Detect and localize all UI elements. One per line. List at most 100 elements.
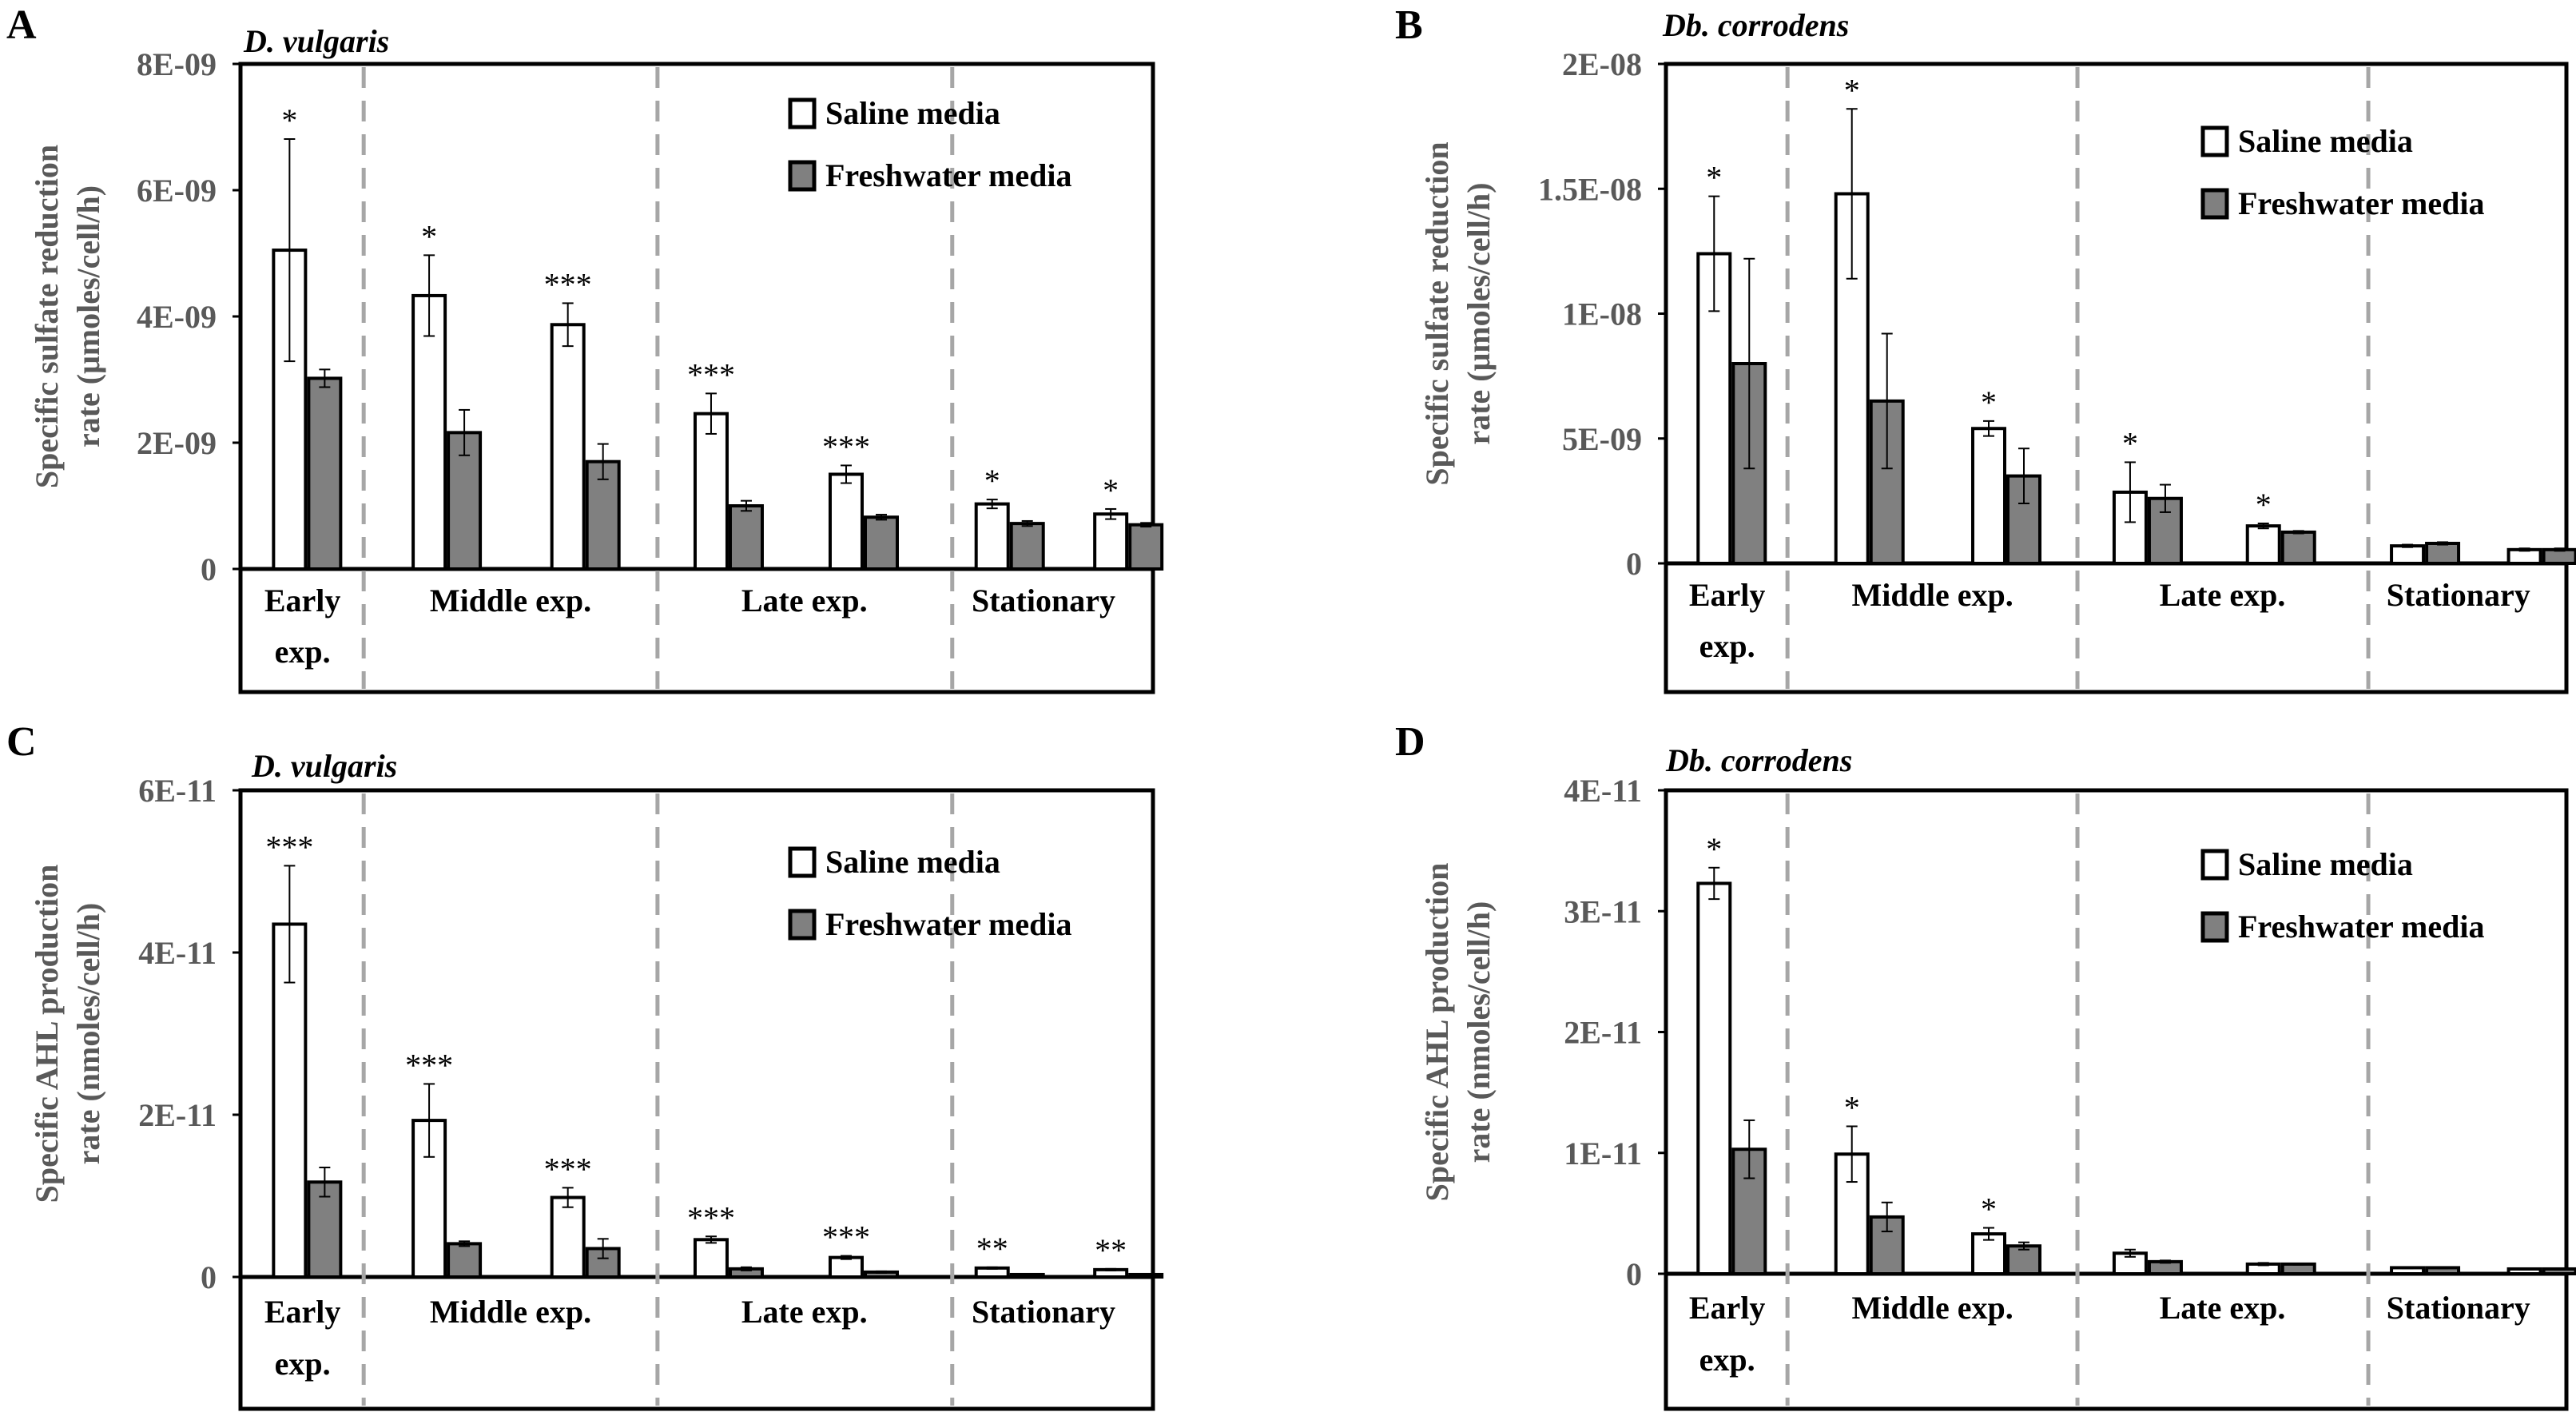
significance-marker: * — [1706, 160, 1722, 196]
significance-marker: *** — [544, 266, 592, 302]
legend-label-freshwater: Freshwater media — [825, 906, 1071, 942]
bar-freshwater — [447, 1242, 483, 1279]
chart-panel-c: C D. vulgaris Specific AHL production rate … — [6, 719, 1164, 1411]
y-tick-label: 1E-11 — [1564, 1136, 1642, 1171]
bar-saline — [1093, 512, 1129, 571]
y-tick-label: 8E-09 — [137, 46, 217, 82]
significance-marker: * — [984, 463, 1000, 499]
bar-freshwater — [2280, 1262, 2316, 1276]
bar-freshwater — [2542, 547, 2576, 565]
significance-marker: *** — [822, 428, 870, 464]
significance-marker: * — [1844, 1089, 1860, 1125]
x-category-label: exp. — [1699, 628, 1755, 664]
legend-swatch-saline — [2200, 849, 2229, 881]
bar-saline — [550, 1195, 586, 1279]
chart-panel-b: B Db. corrodens Specific sulfate reduction… — [1395, 2, 2576, 694]
chart-title: Db. corrodens — [1662, 7, 1849, 43]
y-tick-label: 1.5E-08 — [1538, 171, 1642, 207]
bar-saline — [2506, 547, 2542, 565]
x-category-label: Late exp. — [2160, 577, 2286, 613]
y-tick-label: 2E-09 — [137, 425, 217, 461]
bar-saline — [1971, 427, 2007, 565]
bar-freshwater — [728, 504, 764, 571]
significance-marker: * — [1981, 384, 1997, 420]
y-axis-label-line: rate (nmoles/cell/h) — [1461, 901, 1497, 1163]
x-category-label: Early — [1689, 577, 1766, 613]
y-tick-label: 2E-11 — [1564, 1015, 1642, 1051]
y-axis-label-line: rate (μmoles/cell/h) — [70, 185, 106, 447]
legend-label-saline: Saline media — [825, 844, 1000, 880]
y-tick-label: 0 — [201, 1259, 217, 1295]
y-axis-label: Specific sulfate reduction rate (μmoles/c… — [1419, 141, 1497, 485]
legend-swatch-saline — [788, 846, 817, 878]
legend-label-saline: Saline media — [2238, 123, 2413, 159]
y-axis-label: Specific AHL production rate (nmoles/cell… — [1419, 863, 1497, 1202]
significance-marker: * — [2256, 487, 2272, 523]
legend-swatch-saline — [788, 97, 817, 129]
significance-marker: * — [281, 102, 297, 138]
legend: Saline media Freshwater media — [2200, 123, 2484, 221]
y-axis-label-line: rate (μmoles/cell/h) — [1461, 182, 1497, 444]
x-category-label: Late exp. — [741, 583, 868, 619]
legend-label-freshwater: Freshwater media — [2238, 185, 2484, 221]
y-tick-label: 4E-11 — [138, 935, 217, 971]
x-category-label: Early — [264, 1294, 341, 1330]
significance-marker: *** — [687, 356, 735, 392]
chart-title: D. vulgaris — [251, 748, 397, 784]
legend-swatch-freshwater — [788, 909, 817, 941]
significance-marker: * — [1844, 72, 1860, 108]
plot-frame — [1664, 62, 2569, 694]
x-category-label: Early — [264, 583, 341, 619]
legend-swatch-freshwater — [2200, 911, 2229, 943]
y-tick-label: 4E-11 — [1564, 773, 1642, 809]
significance-marker: *** — [822, 1219, 870, 1255]
bar-saline — [693, 412, 729, 571]
chart-panel-d: D Db. corrodens Specific AHL production rat… — [1395, 719, 2576, 1411]
chart-title: D. vulgaris — [243, 23, 389, 59]
y-tick-label: 4E-09 — [137, 299, 217, 335]
x-category-label: Stationary — [2387, 1290, 2530, 1326]
y-axis-label-line: rate (nmoles/cell/h) — [70, 903, 106, 1165]
panel-letter: C — [6, 719, 37, 765]
significance-marker: * — [1981, 1191, 1997, 1227]
plot-frame — [238, 62, 1155, 694]
bar-saline — [693, 1238, 729, 1279]
y-axis-label-line: Specific AHL production — [1419, 863, 1455, 1202]
y-axis-label: Specific sulfate reduction rate (μmoles/c… — [29, 145, 106, 488]
significance-marker: * — [1103, 472, 1119, 508]
x-category-label: Stationary — [972, 1294, 1115, 1330]
y-tick-label: 6E-09 — [137, 173, 217, 209]
y-tick-label: 6E-11 — [138, 773, 217, 809]
legend: Saline media Freshwater media — [2200, 846, 2484, 945]
x-category-label: exp. — [1699, 1342, 1755, 1378]
legend-swatch-freshwater — [2200, 188, 2229, 220]
y-tick-label: 2E-11 — [138, 1097, 217, 1133]
bar-freshwater — [1128, 523, 1164, 571]
x-category-label: Early — [1689, 1290, 1766, 1326]
bar-freshwater — [863, 515, 899, 571]
bar-saline — [828, 1255, 864, 1279]
y-tick-label: 0 — [1626, 546, 1642, 582]
x-category-label: Late exp. — [2160, 1290, 2286, 1326]
significance-marker: * — [1706, 831, 1722, 867]
significance-marker: ** — [976, 1231, 1008, 1267]
legend-swatch-saline — [2200, 125, 2229, 157]
legend-swatch-freshwater — [788, 160, 817, 192]
x-category-label: Middle exp. — [1851, 577, 2013, 613]
panel-letter: D — [1395, 719, 1425, 765]
legend: Saline media Freshwater media — [788, 95, 1071, 193]
y-tick-label: 5E-09 — [1562, 421, 1642, 457]
significance-marker: * — [2122, 425, 2138, 461]
x-category-label: Stationary — [972, 583, 1115, 619]
bar-saline — [2390, 544, 2426, 565]
legend-label-saline: Saline media — [2238, 846, 2413, 882]
x-category-label: exp. — [275, 634, 331, 670]
legend-label-saline: Saline media — [825, 95, 1000, 131]
legend-label-freshwater: Freshwater media — [825, 157, 1071, 193]
bar-saline — [974, 502, 1010, 571]
panel-letter: A — [6, 2, 37, 48]
panel-letter: B — [1395, 2, 1423, 48]
significance-marker: *** — [687, 1199, 735, 1235]
x-category-label: Middle exp. — [430, 1294, 591, 1330]
bar-freshwater — [2425, 542, 2461, 565]
